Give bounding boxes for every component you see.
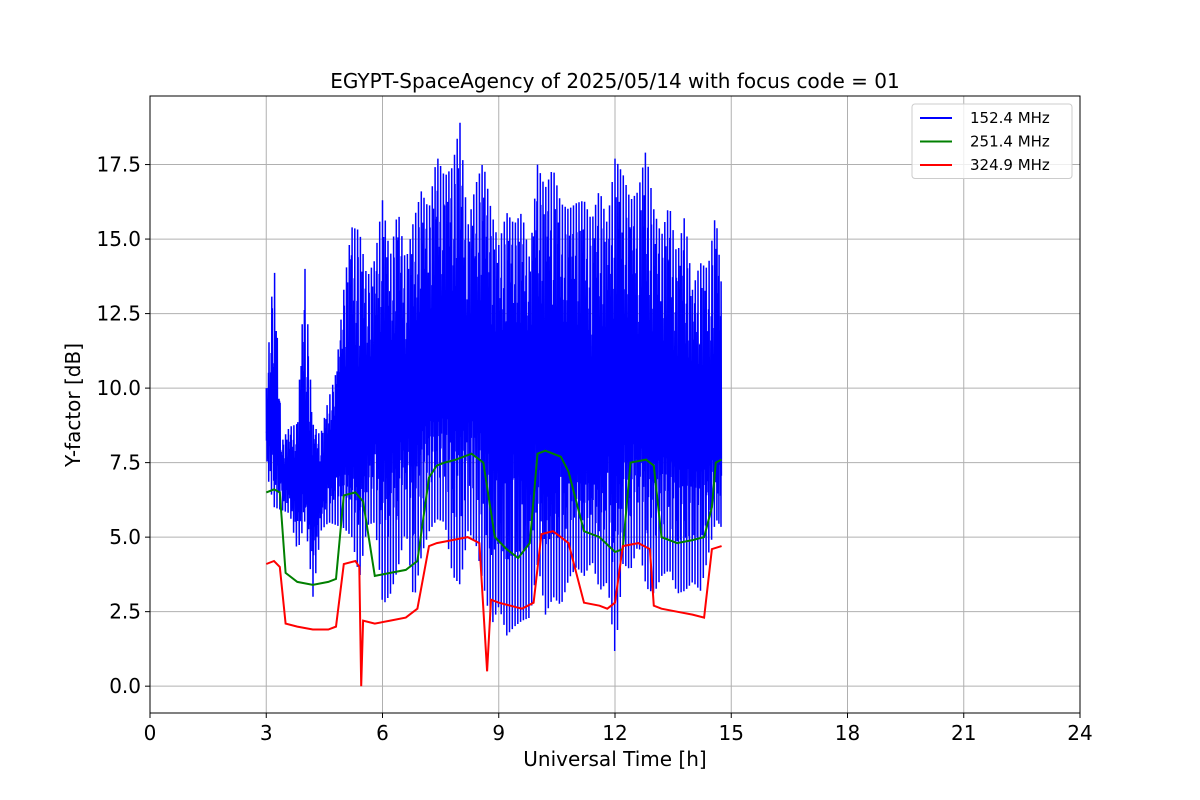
ticks: 0 3 6 9 12 15 18 21 24 0.0 2.5 5.0 7.5 10.0 12.5 15.0 17…: [96, 153, 1092, 745]
y-axis-label: Y-factor [dB]: [61, 343, 85, 468]
y-tick-label: 5.0: [109, 525, 141, 549]
x-tick-label: 18: [835, 721, 860, 745]
x-tick-label: 21: [951, 721, 976, 745]
x-tick-label: 0: [144, 721, 157, 745]
series-line: [265, 449, 723, 586]
series-noise: [265, 122, 723, 652]
series-1: [265, 122, 723, 652]
x-axis-label: Universal Time [h]: [523, 747, 706, 771]
series-layer: [265, 122, 723, 687]
legend-entry-label: 251.4 MHz: [970, 133, 1050, 151]
y-tick-label: 12.5: [96, 302, 141, 326]
x-tick-label: 6: [376, 721, 389, 745]
x-tick-label: 24: [1067, 721, 1092, 745]
y-tick-label: 7.5: [109, 451, 141, 475]
y-tick-label: 10.0: [96, 376, 141, 400]
chart-title: EGYPT-SpaceAgency of 2025/05/14 with foc…: [330, 69, 899, 93]
legend-entry-label: 152.4 MHz: [970, 109, 1050, 127]
series-line: [265, 530, 722, 687]
x-tick-label: 12: [602, 721, 627, 745]
y-tick-label: 15.0: [96, 227, 141, 251]
series-line: [265, 362, 723, 485]
legend: 152.4 MHz 251.4 MHz 324.9 MHz: [911, 103, 1073, 179]
x-tick-label: 9: [492, 721, 505, 745]
x-tick-label: 15: [719, 721, 744, 745]
legend-entry-label: 324.9 MHz: [970, 156, 1050, 174]
y-tick-label: 17.5: [96, 153, 141, 177]
x-tick-label: 3: [260, 721, 273, 745]
y-tick-label: 0.0: [109, 674, 141, 698]
series-2: [265, 449, 723, 586]
y-tick-label: 2.5: [109, 600, 141, 624]
legend-box: [911, 103, 1073, 179]
series-3: [265, 530, 722, 687]
